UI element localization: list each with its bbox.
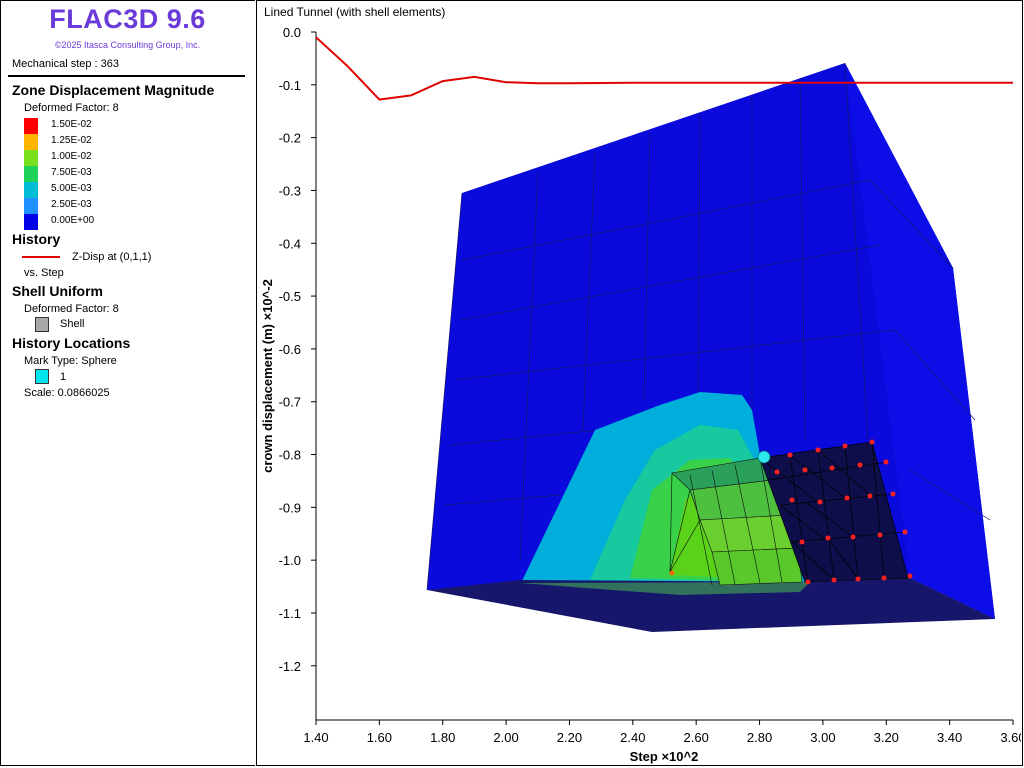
color-swatch <box>24 118 38 134</box>
block-floor <box>427 578 995 632</box>
history-entry-label: Z-Disp at (0,1,1) <box>72 251 152 263</box>
x-tick-label: 1.80 <box>430 730 455 745</box>
x-tick-label: 2.80 <box>747 730 772 745</box>
shell-nodes <box>774 439 913 585</box>
plot-title: Lined Tunnel (with shell elements) <box>264 5 446 19</box>
x-tick-label: 2.60 <box>684 730 709 745</box>
scale-label: 2.50E-03 <box>51 199 92 210</box>
scale-label: 5.00E-03 <box>51 183 92 194</box>
location-entry-label: 1 <box>60 371 67 383</box>
plot-canvas: 1.40 1.60 1.80 2.00 2.20 2.40 2.60 2.80 3.00 3.20… <box>260 25 1021 764</box>
x-tick-label: 2.40 <box>620 730 645 745</box>
shell-lining <box>669 457 803 586</box>
model-3d-view <box>426 62 995 632</box>
color-swatch <box>24 166 38 182</box>
history-line-swatch <box>22 256 60 258</box>
color-swatch <box>24 214 38 230</box>
history-vs-label: vs. Step <box>24 267 64 279</box>
x-axis-ticks: 1.40 1.60 1.80 2.00 2.20 2.40 2.60 2.80 3.00 3.20… <box>303 720 1021 745</box>
plot-panel <box>256 0 1023 766</box>
x-tick-label: 2.00 <box>493 730 518 745</box>
y-tick-label: -1.2 <box>279 659 301 674</box>
y-tick-label: -0.8 <box>279 448 301 463</box>
scale-label: 1.25E-02 <box>51 135 92 146</box>
x-tick-label: 2.20 <box>557 730 582 745</box>
y-tick-label: -0.9 <box>279 500 301 515</box>
y-tick-label: -0.1 <box>279 78 301 93</box>
sphere-swatch <box>35 369 49 384</box>
y-tick-label: -0.3 <box>279 183 301 198</box>
scale-label: 0.00E+00 <box>51 215 95 226</box>
copyright-text: ©2025 Itasca Consulting Group, Inc. <box>54 40 201 50</box>
color-swatch <box>24 198 38 214</box>
scale-label: 1.00E-02 <box>51 151 92 162</box>
scale-label: 1.50E-02 <box>51 119 92 130</box>
history-series-line <box>315 36 1013 101</box>
shell-entry-label: Shell <box>60 318 85 330</box>
legend-panel <box>0 0 255 766</box>
block-right-face <box>845 63 995 619</box>
corner-node <box>669 570 675 576</box>
color-swatch <box>24 182 38 198</box>
color-swatch <box>24 134 38 150</box>
color-swatch <box>24 150 38 166</box>
y-tick-label: -0.2 <box>279 131 301 146</box>
x-tick-label: 3.20 <box>874 730 899 745</box>
shell-heading: Shell Uniform <box>12 283 104 299</box>
x-tick-label: 1.60 <box>367 730 392 745</box>
scale-label: 7.50E-03 <box>51 167 92 178</box>
y-axis-label: crown displacement (m) ×10^-2 <box>260 279 275 473</box>
zone-legend-heading: Zone Displacement Magnitude <box>12 82 215 98</box>
x-tick-label: 3.60 <box>1000 730 1021 745</box>
y-tick-label: 0.0 <box>283 25 301 40</box>
y-tick-label: -1.0 <box>279 553 301 568</box>
x-tick-label: 3.40 <box>937 730 962 745</box>
x-tick-label: 3.00 <box>810 730 835 745</box>
history-heading: History <box>12 231 61 247</box>
tunnel-floor-shell <box>520 582 810 595</box>
mesh-lines <box>426 62 991 591</box>
shell-deformed-factor: Deformed Factor: 8 <box>24 303 119 315</box>
history-locations-heading: History Locations <box>12 335 131 351</box>
location-scale-label: Scale: 0.0866025 <box>24 387 110 399</box>
x-axis-label: Step ×10^2 <box>630 749 699 764</box>
y-tick-label: -1.1 <box>279 606 301 621</box>
y-tick-label: -0.5 <box>279 289 301 304</box>
mechanical-step-label: Mechanical step : 363 <box>12 58 120 70</box>
shell-swatch <box>35 317 49 332</box>
x-tick-label: 1.40 <box>303 730 328 745</box>
shell-element-grid <box>669 439 913 585</box>
y-tick-label: -0.4 <box>279 236 301 251</box>
history-location-sphere <box>757 450 771 464</box>
y-tick-label: -0.7 <box>279 395 301 410</box>
zone-deformed-factor: Deformed Factor: 8 <box>24 102 119 114</box>
y-axis-ticks: 0.0 -0.1 -0.2 -0.3 -0.4 -0.5 -0.6 -0.7 -0.8 -0.9 -… <box>279 25 316 674</box>
mark-type-label: Mark Type: Sphere <box>24 355 117 367</box>
y-tick-label: -0.6 <box>279 342 301 357</box>
legend-divider <box>8 75 245 77</box>
app-title: FLAC3D 9.6 <box>49 4 206 34</box>
